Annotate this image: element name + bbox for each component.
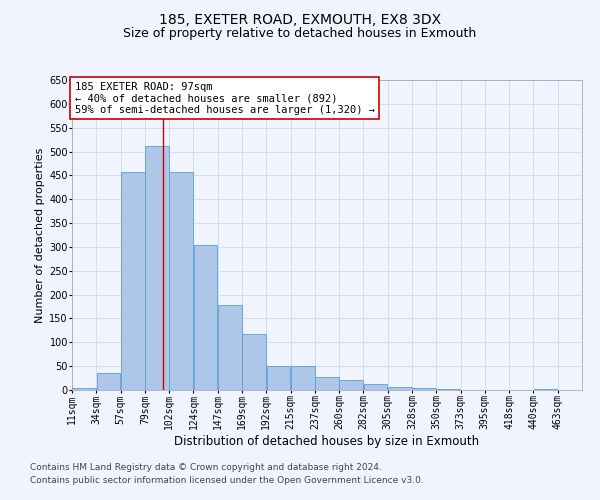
Bar: [364, 384, 388, 390]
Text: 185 EXETER ROAD: 97sqm
← 40% of detached houses are smaller (892)
59% of semi-de: 185 EXETER ROAD: 97sqm ← 40% of detached…: [74, 82, 374, 115]
Bar: [218, 305, 242, 390]
Bar: [97, 374, 121, 390]
Bar: [242, 334, 266, 390]
Text: Contains public sector information licensed under the Open Government Licence v3: Contains public sector information licen…: [30, 476, 424, 485]
Bar: [121, 172, 145, 390]
Bar: [340, 380, 363, 390]
X-axis label: Distribution of detached houses by size in Exmouth: Distribution of detached houses by size …: [175, 435, 479, 448]
Bar: [145, 146, 169, 390]
Bar: [315, 377, 339, 390]
Text: Contains HM Land Registry data © Crown copyright and database right 2024.: Contains HM Land Registry data © Crown c…: [30, 464, 382, 472]
Bar: [266, 366, 290, 390]
Bar: [437, 389, 460, 390]
Bar: [291, 366, 314, 390]
Bar: [169, 172, 193, 390]
Bar: [194, 244, 217, 390]
Bar: [388, 386, 412, 390]
Text: Size of property relative to detached houses in Exmouth: Size of property relative to detached ho…: [124, 28, 476, 40]
Y-axis label: Number of detached properties: Number of detached properties: [35, 148, 45, 322]
Bar: [412, 388, 436, 390]
Text: 185, EXETER ROAD, EXMOUTH, EX8 3DX: 185, EXETER ROAD, EXMOUTH, EX8 3DX: [159, 12, 441, 26]
Bar: [533, 389, 557, 390]
Bar: [72, 388, 96, 390]
